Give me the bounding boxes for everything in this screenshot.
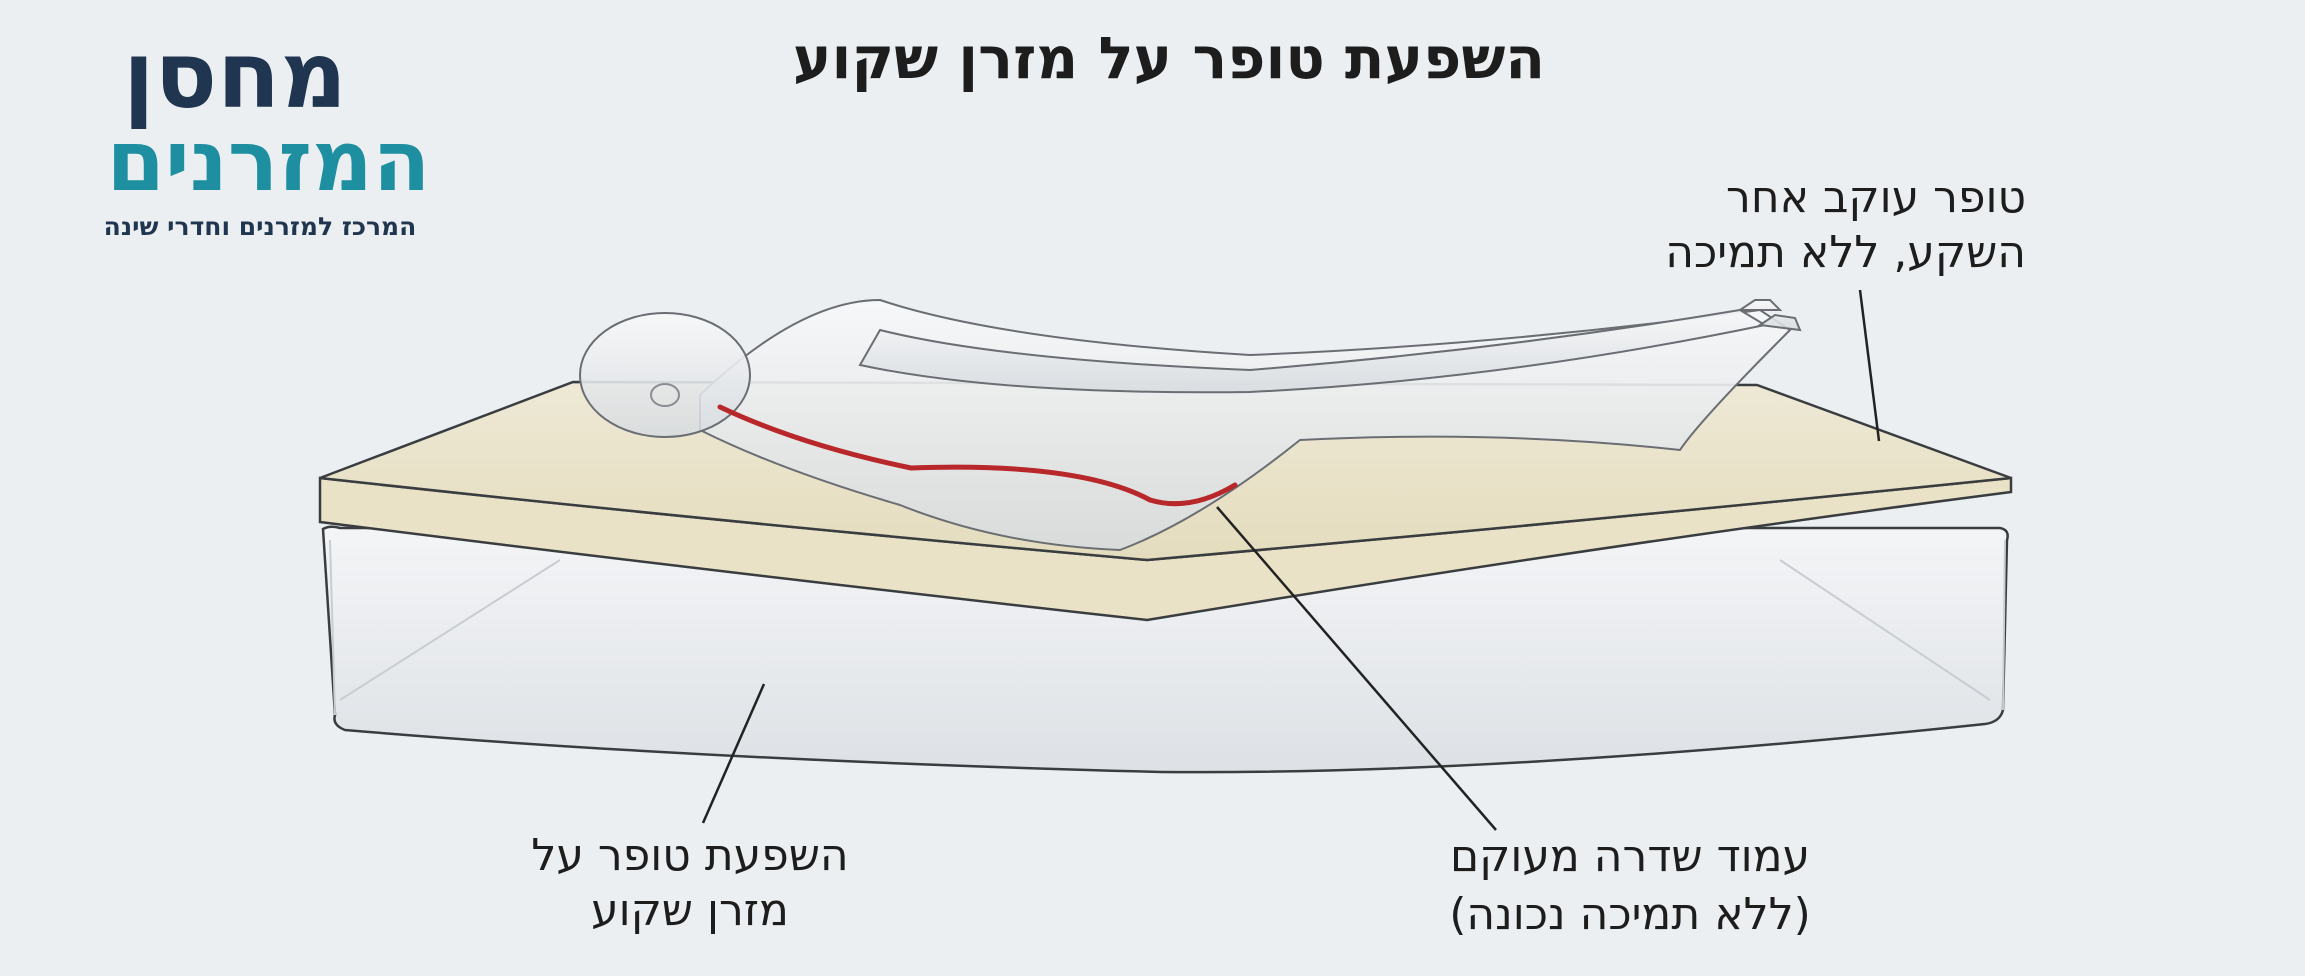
mattress-edge	[329, 539, 2006, 716]
logo-tagline: המרכז למזרנים וחדרי שינה	[103, 212, 417, 241]
label-line: השקע, ללא תמיכה	[1665, 227, 2026, 278]
leader-line	[1858, 289, 1881, 442]
label-line: מזרן שקוע	[591, 885, 789, 936]
spine	[717, 404, 1238, 507]
label-line: טופר עוקב אחר	[1726, 172, 2026, 223]
leader-line	[701, 683, 766, 824]
ear	[650, 383, 680, 407]
title: השפעת טופר על מזרן שקוע	[792, 24, 1546, 92]
label-line: (ללא תמיכה נכונה)	[1449, 889, 1811, 940]
label-line: השפעת טופר על	[531, 830, 849, 881]
leader-line	[1216, 506, 1497, 831]
body	[579, 298, 1802, 552]
label: טופר עוקב אחר השקע, ללא תמיכה	[1560, 170, 2026, 280]
label: השפעת טופר על מזרן שקוע	[440, 828, 940, 938]
logo-top: מחסן	[123, 22, 347, 129]
mattress	[321, 525, 2009, 774]
logo-bottom: המזרנים	[106, 112, 431, 210]
label-line: עמוד שדרה מעוקם	[1449, 831, 1810, 882]
label: עמוד שדרה מעוקם (ללא תמיכה נכונה)	[1380, 828, 1880, 944]
